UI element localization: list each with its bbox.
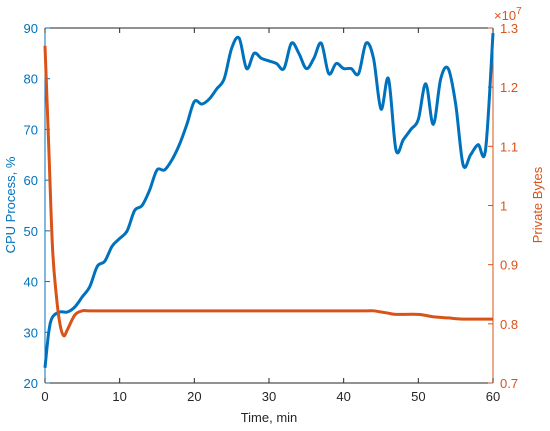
x-tick-label: 60 bbox=[486, 389, 500, 404]
y-tick-label: 80 bbox=[24, 72, 38, 87]
y-tick-label: 70 bbox=[24, 122, 38, 137]
x-tick-label: 40 bbox=[336, 389, 350, 404]
x-tick-label: 50 bbox=[411, 389, 425, 404]
y2-tick-label: 1.3 bbox=[500, 21, 518, 36]
y-tick-label: 50 bbox=[24, 224, 38, 239]
y-tick-label: 30 bbox=[24, 325, 38, 340]
y2-tick-label: 0.9 bbox=[500, 258, 518, 273]
y2-tick-label: 1.2 bbox=[500, 80, 518, 95]
y2-axis-label: Private Bytes bbox=[530, 166, 545, 243]
y2-tick-label: 1.1 bbox=[500, 139, 518, 154]
y-tick-label: 20 bbox=[24, 376, 38, 391]
y2-tick-label: 0.7 bbox=[500, 376, 518, 391]
y2-multiplier-base: ×10 bbox=[494, 8, 516, 23]
data-line bbox=[43, 32, 495, 368]
data-line bbox=[43, 45, 494, 338]
x-tick-label: 10 bbox=[112, 389, 126, 404]
y2-multiplier: ×107 bbox=[494, 6, 522, 23]
y-tick-label: 40 bbox=[24, 275, 38, 290]
y-axis-label: CPU Process, % bbox=[3, 156, 18, 253]
x-tick-label: 0 bbox=[41, 389, 48, 404]
x-tick-label: 30 bbox=[262, 389, 276, 404]
y-tick-label: 60 bbox=[24, 173, 38, 188]
y2-tick-label: 1 bbox=[500, 199, 507, 214]
y-tick-label: 90 bbox=[24, 21, 38, 36]
x-tick-label: 20 bbox=[187, 389, 201, 404]
y2-multiplier-exponent: 7 bbox=[516, 6, 522, 17]
x-axis-label: Time, min bbox=[241, 410, 298, 425]
y2-tick-label: 0.8 bbox=[500, 317, 518, 332]
